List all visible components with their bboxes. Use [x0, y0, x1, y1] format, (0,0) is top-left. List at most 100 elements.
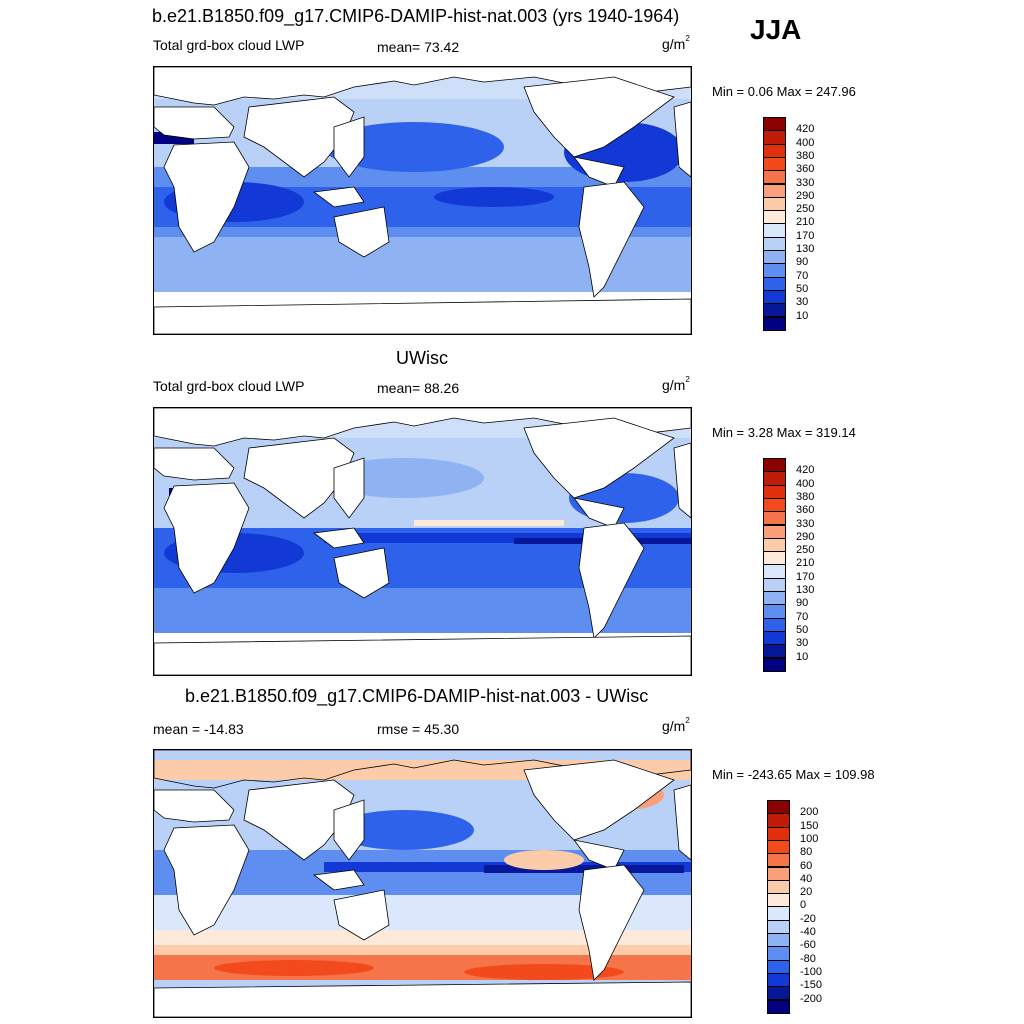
colorbar-level-label: 420 — [796, 464, 815, 477]
colorbar-swatch — [763, 130, 786, 145]
colorbar-swatch — [763, 303, 786, 318]
panel2-units: g/m2 — [662, 375, 690, 393]
colorbar-swatch — [767, 919, 790, 934]
panel2-title: UWisc — [396, 348, 448, 368]
panel1-map — [153, 66, 692, 335]
colorbar-swatch — [763, 564, 786, 579]
colorbar-swatch — [763, 630, 786, 646]
colorbar-swatch — [763, 276, 786, 291]
colorbar-swatch — [767, 986, 790, 1001]
colorbar-level-label: 10 — [796, 650, 809, 663]
colorbar-swatch — [767, 893, 790, 908]
colorbar-swatch — [767, 906, 790, 921]
colorbar-swatch — [763, 210, 786, 225]
colorbar-level-label: 50 — [796, 623, 809, 636]
colorbar-swatch — [767, 933, 790, 948]
colorbar-level-label: 20 — [800, 886, 813, 899]
colorbar-swatch — [763, 223, 786, 238]
colorbar-level-label: 400 — [796, 477, 815, 490]
colorbar-swatch — [767, 946, 790, 961]
colorbar-swatch — [763, 657, 786, 672]
colorbar-level-label: 290 — [796, 189, 815, 202]
colorbar-swatch — [763, 537, 786, 553]
colorbar-swatch — [763, 591, 786, 606]
colorbar-swatch — [767, 800, 790, 815]
panel1-variable-label: Total grd-box cloud LWP — [153, 37, 305, 53]
colorbar-swatch — [767, 879, 790, 895]
colorbar-level-label: 420 — [796, 123, 815, 136]
colorbar-level-label: -150 — [800, 979, 823, 992]
colorbar-level-label: 170 — [796, 570, 815, 583]
colorbar-level-label: 130 — [796, 584, 815, 596]
colorbar-level-label: 400 — [796, 136, 815, 149]
colorbar-level-label: 250 — [796, 544, 815, 557]
colorbar-swatch — [767, 813, 790, 828]
colorbar-level-label: 170 — [796, 229, 815, 242]
panel2-mean-label: mean= 88.26 — [377, 380, 460, 396]
panel2-minmax: Min = 3.28 Max = 319.14 — [712, 425, 856, 440]
colorbar-level-label: -40 — [800, 926, 816, 938]
colorbar-level-label: 210 — [796, 557, 815, 570]
colorbar-level-label: 50 — [796, 282, 809, 295]
panel3-mean-label: mean = -14.83 — [153, 721, 244, 737]
colorbar-swatch — [767, 866, 790, 881]
panel1-units: g/m2 — [662, 34, 690, 52]
panel3-title: b.e21.B1850.f09_g17.CMIP6-DAMIP-hist-nat… — [185, 686, 649, 706]
colorbar-level-label: -80 — [800, 952, 816, 965]
colorbar-level-label: 10 — [796, 309, 809, 322]
panel3-minmax: Min = -243.65 Max = 109.98 — [712, 767, 875, 782]
colorbar-swatch — [763, 170, 786, 185]
colorbar-level-label: 210 — [796, 216, 815, 229]
colorbar-level-label: 80 — [800, 846, 813, 859]
colorbar-level-label: -200 — [800, 992, 823, 1005]
colorbar-swatch — [763, 458, 786, 473]
panel3-map — [153, 749, 692, 1018]
colorbar-level-label: -20 — [800, 912, 816, 925]
panel1-mean-label: mean= 73.42 — [377, 39, 460, 55]
colorbar-level-label: 60 — [800, 859, 813, 872]
colorbar-swatch — [763, 604, 786, 619]
colorbar-level-label: 380 — [796, 149, 815, 162]
colorbar-swatch — [763, 117, 786, 132]
colorbar-swatch — [763, 644, 786, 659]
colorbar-swatch — [763, 617, 786, 632]
colorbar-swatch — [767, 999, 790, 1014]
colorbar-swatch — [767, 972, 790, 988]
colorbar-swatch — [763, 263, 786, 278]
colorbar-level-label: 40 — [800, 872, 813, 885]
colorbar-swatch — [763, 143, 786, 158]
colorbar-level-label: 330 — [796, 517, 815, 530]
colorbar-swatch — [763, 511, 786, 526]
colorbar-level-label: 380 — [796, 490, 815, 503]
colorbar-swatch — [763, 156, 786, 172]
colorbar-swatch — [767, 839, 790, 855]
panel2-map — [153, 407, 692, 676]
colorbar-swatch — [763, 316, 786, 331]
colorbar-level-label: 360 — [796, 504, 815, 517]
colorbar-level-label: 70 — [796, 269, 809, 282]
colorbar-swatch — [763, 577, 786, 592]
colorbar-swatch — [763, 289, 786, 305]
colorbar-swatch — [763, 183, 786, 198]
colorbar-level-label: 100 — [800, 832, 819, 845]
colorbar-level-label: 150 — [800, 819, 819, 832]
colorbar-level-label: 290 — [796, 530, 815, 543]
colorbar-swatch — [763, 551, 786, 566]
colorbar-swatch — [767, 853, 790, 868]
season-label: JJA — [750, 14, 802, 45]
colorbar-level-label: 130 — [796, 243, 815, 255]
colorbar-level-label: 30 — [796, 637, 809, 650]
colorbar-level-label: 30 — [796, 296, 809, 309]
colorbar-swatch — [763, 236, 786, 251]
panel2-variable-label: Total grd-box cloud LWP — [153, 378, 305, 394]
colorbar-swatch — [763, 497, 786, 513]
colorbar-swatch — [763, 484, 786, 499]
colorbar-level-label: 90 — [796, 597, 809, 610]
colorbar-swatch — [767, 826, 790, 841]
colorbar-swatch — [763, 471, 786, 486]
colorbar-swatch — [767, 959, 790, 974]
colorbar-swatch — [763, 250, 786, 265]
colorbar-level-label: 0 — [800, 899, 807, 912]
panel3-rmse-label: rmse = 45.30 — [377, 721, 460, 737]
colorbar-level-label: 330 — [796, 176, 815, 189]
